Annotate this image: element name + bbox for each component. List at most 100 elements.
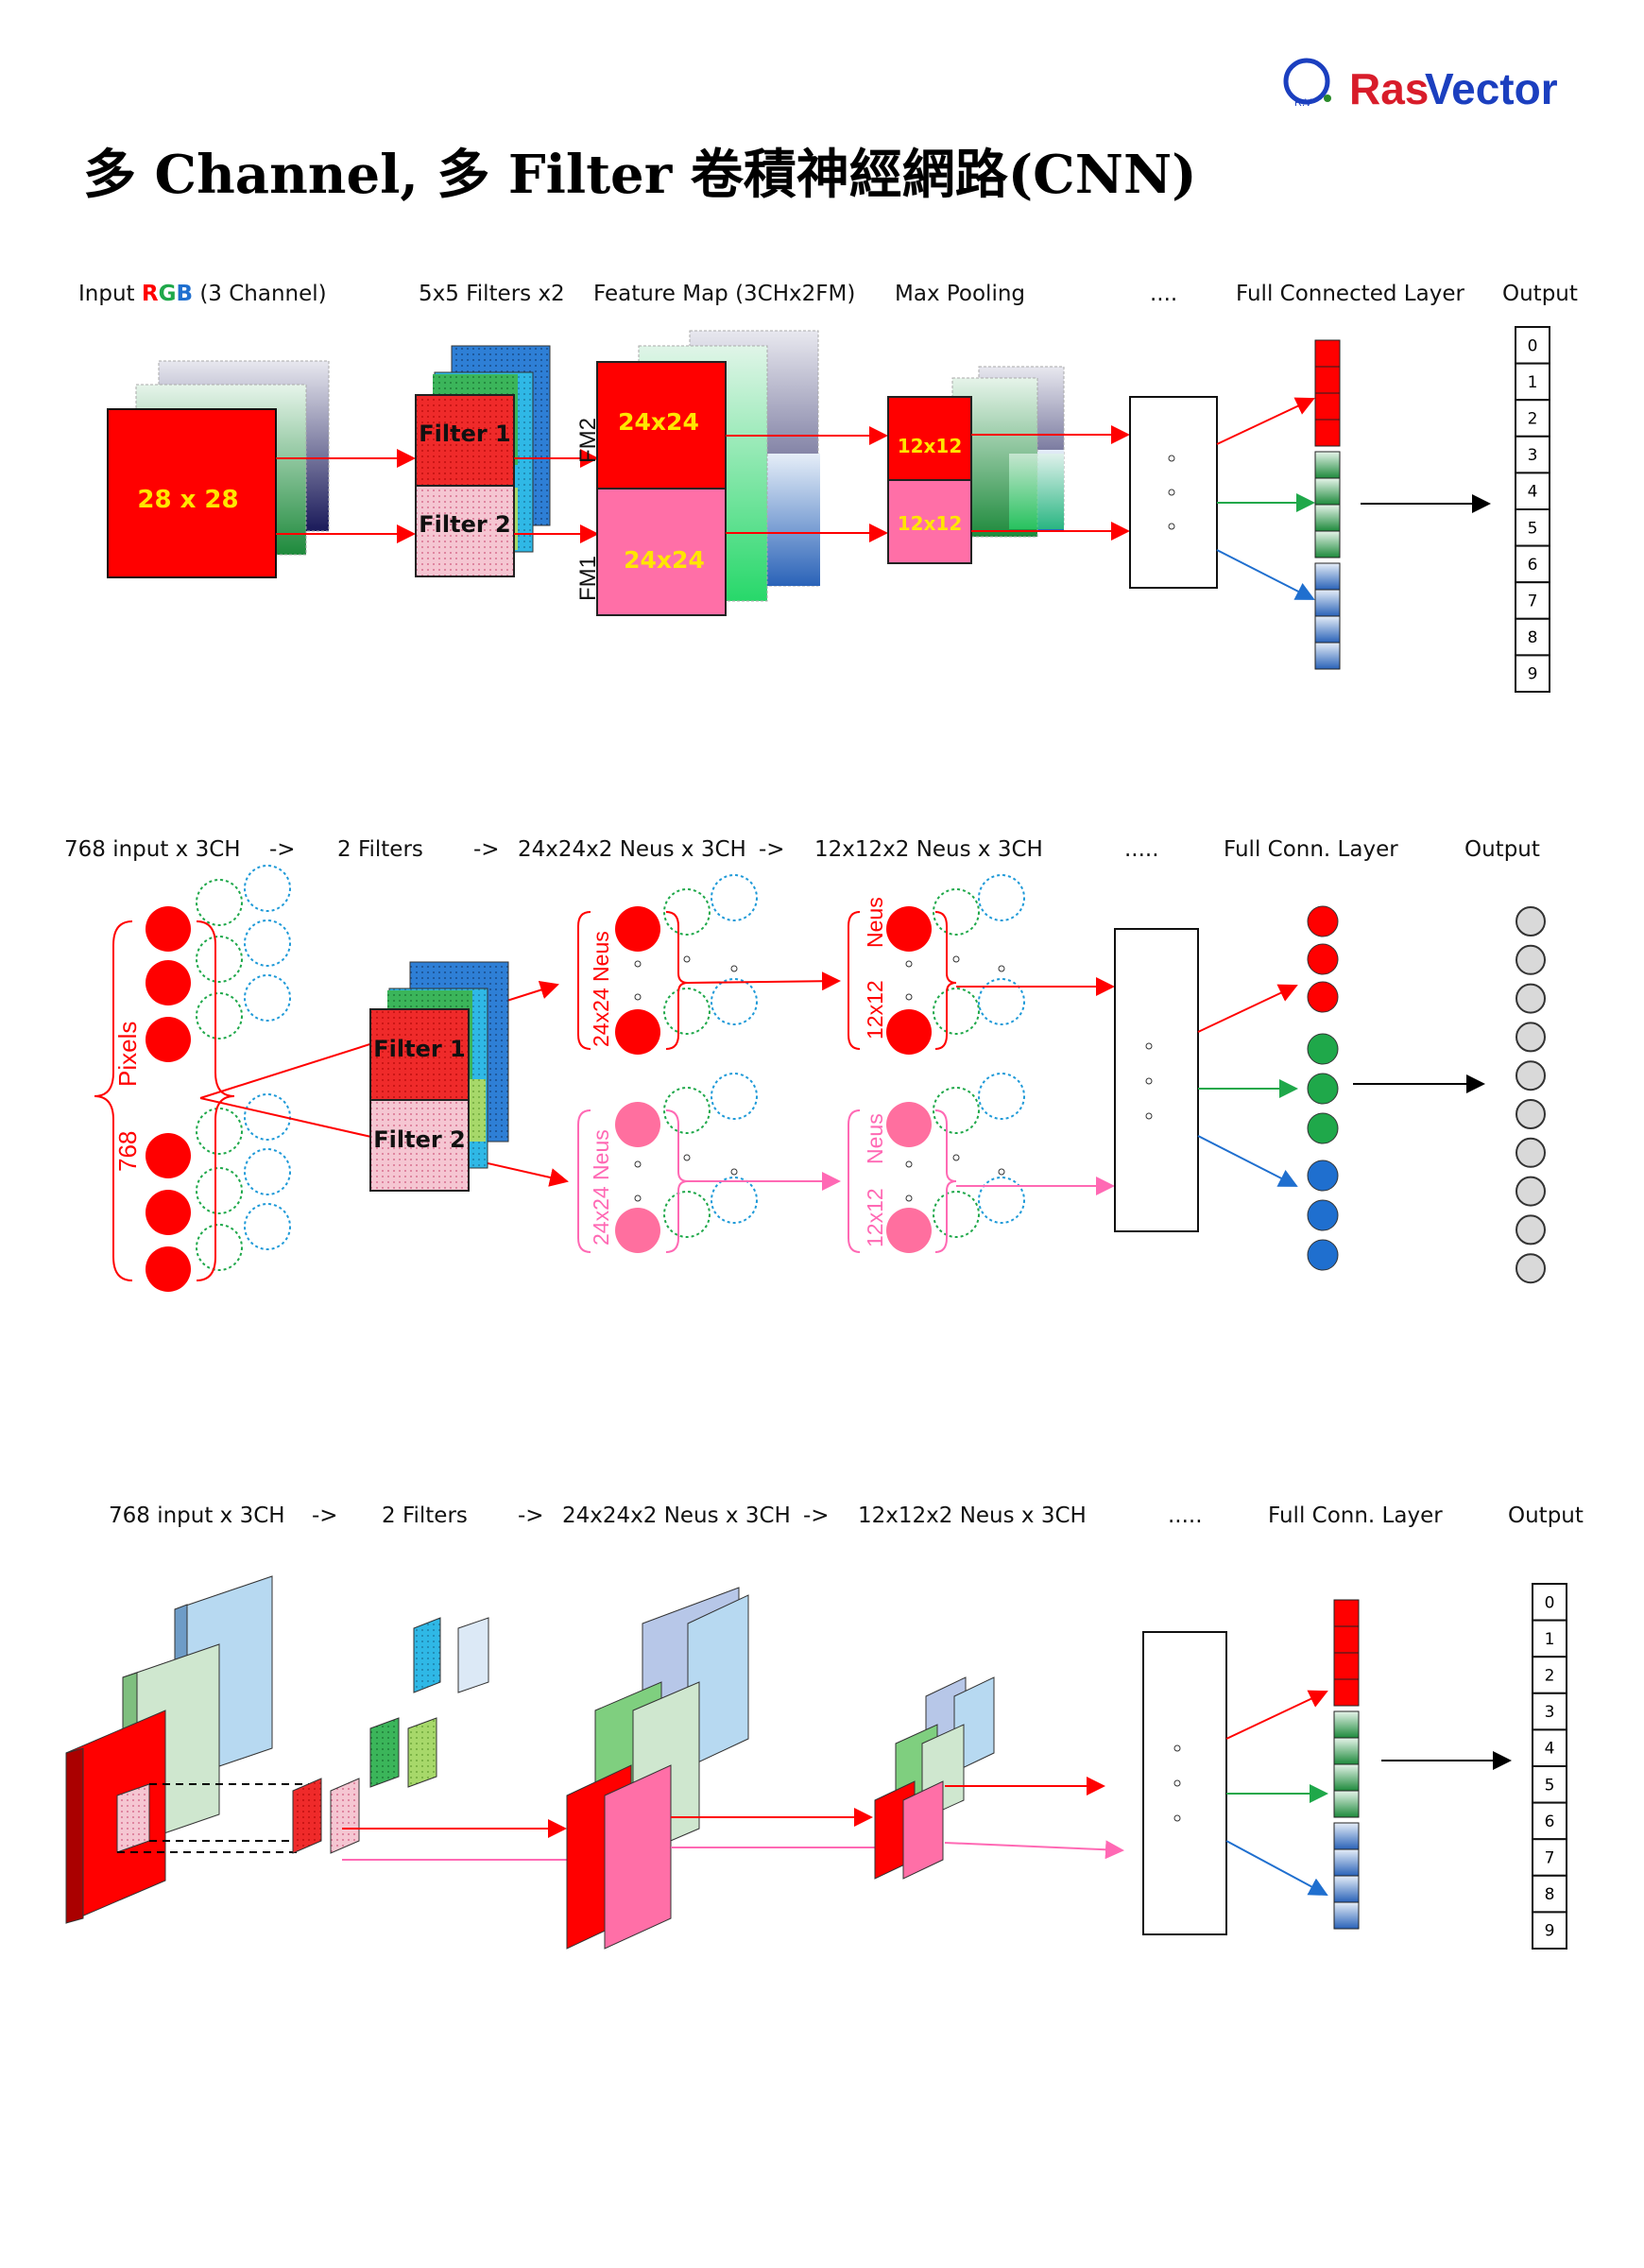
s2-neus24-red: 24x24 Neus — [577, 874, 758, 1055]
brand-name-part2: Vector — [1425, 64, 1558, 113]
s2-input-neuron — [146, 1017, 191, 1062]
s2-output-neuron — [1516, 1099, 1546, 1129]
brand-logo: R.V Ras Vector — [1283, 58, 1558, 113]
s3-output-cell — [1532, 1838, 1567, 1877]
s3-output-cell — [1532, 1874, 1567, 1914]
s1-input-red-channel — [107, 408, 277, 578]
s1-output-digit: 9 — [1528, 665, 1538, 684]
s2-fc-header: Full Conn. Layer — [1224, 837, 1398, 862]
s1-output-digit: 8 — [1528, 628, 1538, 647]
s2-output-header: Output — [1464, 837, 1540, 862]
s3-output-cell — [1532, 1619, 1567, 1658]
s2-pixels-label: Pixels — [113, 1022, 142, 1087]
s3-fc-blue-column — [1333, 1822, 1360, 1930]
s2-neuron-24-red — [615, 906, 660, 952]
s2-neus24-pink: 24x24 Neus — [577, 1073, 758, 1253]
s3-output-column: 0 1 2 3 4 5 6 7 8 9 — [1532, 1583, 1567, 1950]
logo-sub: R.V — [1294, 97, 1312, 109]
s1-output-cell — [1515, 399, 1550, 438]
logo-ring-icon — [1283, 58, 1330, 105]
s2-input-neuron — [146, 1246, 191, 1292]
s3-output-digit: 4 — [1545, 1740, 1555, 1759]
s2-input-neurons: Pixels 768 — [94, 865, 291, 1292]
s2-neus24-header: 24x24x2 Neus x 3CH — [518, 837, 746, 862]
s2-arrow2: -> — [473, 837, 500, 862]
s3-output-digit: 7 — [1545, 1849, 1555, 1868]
s1-output-cell — [1515, 435, 1550, 474]
s2-filter2-box — [369, 1099, 470, 1192]
s1-pool-red-size: 12x12 — [898, 435, 963, 457]
s1-output-cell — [1515, 654, 1550, 694]
s1-fc-green-column — [1314, 451, 1341, 558]
s1-output-digit: 6 — [1528, 556, 1538, 575]
s1-output-digit: 2 — [1528, 410, 1538, 429]
s2-count-label: 768 — [113, 1131, 142, 1172]
s1-output-digit: 5 — [1528, 519, 1538, 538]
s2-output-neuron — [1516, 944, 1546, 975]
s2-neus12-red-word: Neus — [863, 897, 887, 948]
s2-neuron-12-pink — [886, 1208, 932, 1253]
s2-input-brace — [94, 920, 133, 1281]
s1-featuremap-header: Feature Map (3CHx2FM) — [593, 282, 855, 306]
logo-dot-icon — [1324, 94, 1331, 102]
s2-fc-neurons — [1307, 905, 1339, 1271]
s1-fm1-box — [596, 488, 727, 616]
s3-input-volume — [65, 1575, 312, 1924]
s3-ellipsis: ..... — [1168, 1503, 1203, 1528]
s1-input-header: Input RGB (3 Channel) — [78, 282, 327, 306]
s1-output-cell — [1515, 544, 1550, 584]
s1-output-column: 0 1 2 3 4 5 6 7 8 9 — [1515, 326, 1550, 694]
s1-filter2-box — [415, 485, 515, 577]
s2-filters-header: 2 Filters — [337, 837, 423, 862]
s3-output-cell — [1532, 1911, 1567, 1950]
s1-filter2-label: Filter 2 — [419, 511, 511, 538]
s3-output-digit: 0 — [1545, 1593, 1555, 1612]
s2-neus12-red: Neus 12x12 — [848, 874, 1025, 1055]
s3-output-digit: 1 — [1545, 1630, 1555, 1649]
s1-pool-pink-box — [887, 479, 972, 564]
s1-pooling-stack: 12x12 12x12 — [887, 366, 1065, 564]
s1-output-digit: 0 — [1528, 336, 1538, 355]
s3-filters — [292, 1617, 489, 1854]
s3-arrow2: -> — [518, 1503, 544, 1528]
s1-output-cell — [1515, 617, 1550, 657]
s1-featuremap-stack: 24x24 24x24 FM2 FM1 — [575, 330, 820, 616]
s1-fm1-size: 24x24 — [624, 546, 705, 574]
s1-filter1-label: Filter 1 — [419, 421, 511, 447]
s1-pool-red-box — [887, 396, 972, 481]
s1-fc-header: Full Connected Layer — [1236, 282, 1464, 306]
s1-fm2-size: 24x24 — [618, 408, 699, 436]
s2-neus12-pink-word: Neus — [863, 1113, 887, 1164]
s3-fc-red-column — [1333, 1599, 1360, 1707]
s2-neuron-12-red — [886, 906, 932, 952]
s3-neus12-volume — [874, 1676, 995, 1880]
section1-headers: Input RGB (3 Channel) 5x5 Filters x2 Fea… — [78, 282, 1578, 306]
s1-output-header: Output — [1502, 282, 1578, 306]
s3-output-digit: 9 — [1545, 1922, 1555, 1941]
s2-neus24-red-label: 24x24 Neus — [589, 931, 613, 1047]
s2-neus12-header: 12x12x2 Neus x 3CH — [814, 837, 1043, 862]
s2-neus12-red-size: 12x12 — [863, 980, 887, 1040]
section2-headers: 768 input x 3CH -> 2 Filters -> 24x24x2 … — [64, 837, 1540, 862]
s3-hidden-box — [1142, 1631, 1227, 1935]
s2-output-neuron — [1516, 1060, 1546, 1091]
s1-output-digit: 7 — [1528, 593, 1538, 611]
s2-filter1-label: Filter 1 — [373, 1036, 466, 1062]
s1-output-digit: 1 — [1528, 373, 1538, 392]
s2-arrow3: -> — [759, 837, 785, 862]
s1-pool-pink-size: 12x12 — [898, 512, 963, 535]
s3-input-header: 768 input x 3CH — [109, 1503, 285, 1528]
s3-output-header: Output — [1508, 1503, 1584, 1528]
s2-input-neuron — [146, 906, 191, 952]
s2-output-neuron — [1516, 1176, 1546, 1207]
s2-input-neuron — [146, 1133, 191, 1178]
s2-neuron-24-pink — [615, 1208, 660, 1253]
s3-fc-green-column — [1333, 1710, 1360, 1818]
s3-output-digit: 8 — [1545, 1885, 1555, 1904]
s3-neus24-header: 24x24x2 Neus x 3CH — [562, 1503, 791, 1528]
s2-output-neuron — [1516, 906, 1546, 936]
s3-filters-header: 2 Filters — [382, 1503, 468, 1528]
page-title: 多 Channel, 多 Filter 卷積神經網路(CNN) — [83, 144, 1197, 206]
s2-neuron-24-red — [615, 1009, 660, 1055]
